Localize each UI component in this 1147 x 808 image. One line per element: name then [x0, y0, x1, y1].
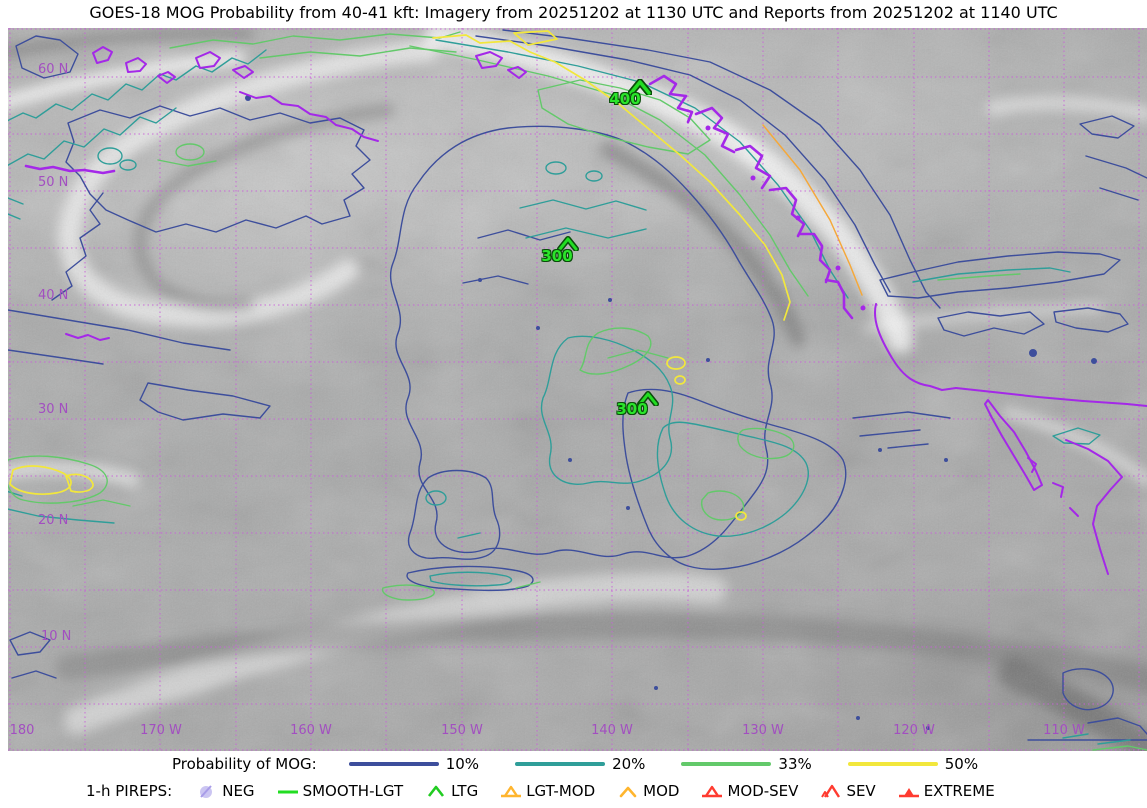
- legend-item-mod: MOD: [617, 782, 679, 800]
- lon-label-150w: 150 W: [441, 723, 483, 738]
- pireps-legend-label: 1-h PIREPS:: [86, 782, 173, 800]
- smooth-lgt-line-icon: [277, 783, 299, 800]
- page-title: GOES-18 MOG Probability from 40-41 kft: …: [89, 3, 1058, 22]
- legend-item-mod-sev: MOD-SEV: [701, 782, 798, 800]
- legend-item-label: SMOOTH-LGT: [302, 782, 404, 800]
- lat-label-20n: 20 N: [38, 513, 69, 528]
- neg-null-sign-icon: [196, 783, 218, 800]
- legend-item-label: 20%: [612, 755, 646, 773]
- pirep-flight-level: 300: [616, 400, 648, 418]
- satellite-grain-texture: [8, 28, 1147, 751]
- map-canvas: [8, 28, 1147, 751]
- satellite-map[interactable]: 60 N 50 N 40 N 30 N 20 N 10 N 180 170 W …: [8, 28, 1147, 751]
- legend-item-label: LGT-MOD: [526, 782, 596, 800]
- lon-label-160w: 160 W: [290, 723, 332, 738]
- lat-label-10n: 10 N: [41, 629, 72, 644]
- legend-item-10pct: 10%: [348, 755, 480, 773]
- legend-item-label: 33%: [778, 755, 812, 773]
- coastlines-and-islands: [24, 46, 1147, 575]
- lon-label-110w: 110 W: [1043, 723, 1085, 738]
- pirep-flight-level: 400: [609, 90, 641, 108]
- legend-item-label: MOD: [643, 782, 680, 800]
- lon-label-120w: 120 W: [893, 723, 935, 738]
- probability-legend-label: Probability of MOG:: [172, 755, 317, 773]
- lat-label-30n: 30 N: [38, 402, 69, 417]
- latlon-gridlines: [8, 28, 1147, 751]
- pirep-ltg-marker-icon[interactable]: [628, 79, 652, 95]
- legend-item-label: MOD-SEV: [727, 782, 799, 800]
- lgt-mod-triangle-icon: [500, 783, 522, 800]
- legend-item-ltg: LTG: [425, 782, 478, 800]
- contour-swatch-10pct: [348, 762, 439, 766]
- lon-label-180: 180: [9, 723, 35, 738]
- lat-label-50n: 50 N: [38, 175, 69, 190]
- lon-label-140w: 140 W: [591, 723, 633, 738]
- pirep-ltg-marker-icon[interactable]: [636, 390, 660, 406]
- legend-item-lgt-mod: LGT-MOD: [500, 782, 595, 800]
- legend-item-label: LTG: [451, 782, 479, 800]
- contour-swatch-33pct: [681, 762, 772, 766]
- lat-label-60n: 60 N: [38, 62, 69, 77]
- lon-label-130w: 130 W: [742, 723, 784, 738]
- mod-caret-icon: [617, 783, 639, 800]
- lon-label-170w: 170 W: [140, 723, 182, 738]
- legend-item-neg: NEG: [196, 782, 255, 800]
- extreme-filled-triangle-icon: [898, 783, 920, 800]
- legend-item-label: EXTREME: [923, 782, 995, 800]
- mod-sev-triangle-icon: [701, 783, 723, 800]
- legend-item-33pct: 33%: [681, 755, 812, 773]
- legend-item-sev: SEV: [820, 782, 876, 800]
- legend-item-label: 50%: [944, 755, 979, 773]
- lat-label-40n: 40 N: [38, 288, 69, 303]
- legend-item-50pct: 50%: [847, 755, 979, 773]
- contour-swatch-20pct: [515, 762, 606, 766]
- pireps-legend: 1-h PIREPS: NEG SMOOTH-LGT LTG LGT-MOD: [86, 782, 995, 800]
- legend-item-label: 10%: [445, 755, 480, 773]
- probability-contours-50pct: [9, 30, 863, 521]
- ltg-caret-icon: [425, 783, 447, 800]
- legend-item-extreme: EXTREME: [898, 782, 995, 800]
- legend-item-smooth-lgt: SMOOTH-LGT: [277, 782, 404, 800]
- legend-item-20pct: 20%: [515, 755, 645, 773]
- legend-item-label: SEV: [846, 782, 876, 800]
- legend-item-label: NEG: [222, 782, 255, 800]
- contour-swatch-50pct: [847, 762, 938, 766]
- pirep-flight-level: 300: [541, 247, 573, 265]
- pirep-ltg-marker-icon[interactable]: [556, 235, 580, 251]
- probability-legend: Probability of MOG: 10% 20% 33% 50%: [172, 755, 978, 773]
- sev-caret-icon: [820, 783, 842, 800]
